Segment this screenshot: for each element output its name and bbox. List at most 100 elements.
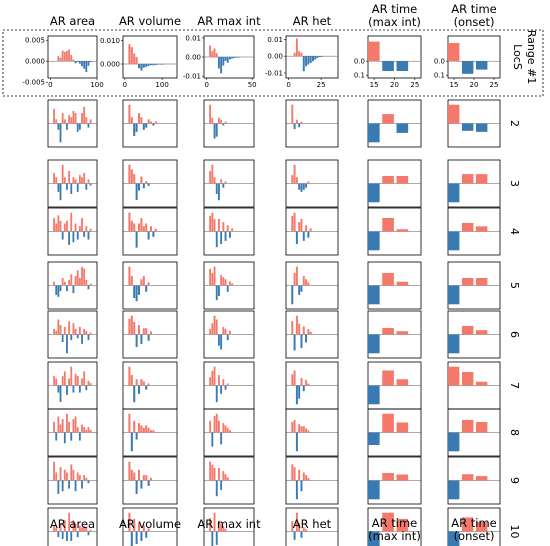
panel-r7-volume-bar-8 [142, 381, 145, 386]
panel-r6-volume-bar-11 [150, 331, 153, 335]
panel-r3-het-bar-9 [307, 181, 310, 184]
panel-r9-maxint-bar-10 [226, 477, 229, 481]
panel-r10-volume-bar-4 [133, 518, 136, 532]
panel-r8-area-bar-14 [78, 432, 81, 441]
panel-r6-area-bar-16 [83, 328, 86, 335]
panel-r9-volume-bar-11 [150, 477, 153, 481]
panel-r8-maxint-bar-3 [211, 432, 214, 447]
panel-r1-time_maxint-ytick-label-2: 0.1 [354, 72, 365, 80]
panel-r9-volume-bar-7 [140, 480, 143, 489]
panel-r10-volume-bar-8 [142, 525, 145, 532]
panel-r1-maxint-bar-8 [222, 57, 225, 66]
panel-r2-maxint-bar-7 [220, 119, 223, 124]
panel-r3-maxint-bar-9 [224, 181, 227, 184]
panel-r3-maxint-bar-7 [220, 179, 223, 184]
panel-r10-area-bar-16 [83, 525, 86, 532]
panel-r1-het-bar-12 [314, 56, 317, 60]
panel-r3-area-bar-15 [81, 177, 83, 184]
panel-r10-maxint-bar-6 [218, 520, 220, 532]
panel-r7-volume-bar-5 [135, 379, 138, 386]
panel-r1-het-ytick-label-2: 0.00 [267, 53, 283, 61]
panel-r8-area-bar-9 [68, 421, 71, 433]
panel-r6-area-bar-10 [70, 334, 73, 341]
panel-r4-het-bar-10 [309, 228, 312, 232]
panel-r10-maxint-bar-5 [215, 531, 218, 545]
panel-r1-het-xtick-label-2: 25 [317, 81, 326, 89]
panel-r9-area-bar-4 [57, 480, 60, 494]
panel-r1-volume-bar-4 [133, 53, 136, 64]
panel-r3-volume-bar-8 [142, 183, 145, 189]
panel-r9-maxint-bar-6 [218, 467, 220, 481]
panel-r3-area-bar-13 [76, 183, 79, 192]
panel-r1-area-bar-16 [83, 61, 86, 69]
panel-r3-area-bar-12 [74, 179, 77, 184]
panel-r8-het-bar-5 [298, 424, 301, 433]
panel-r6-maxint-bar-8 [222, 326, 225, 335]
panel-r4-time_onset-bar-1 [448, 231, 460, 251]
panel-r2-area-bar-7 [63, 119, 66, 124]
panel-r1-het-xtick-label-1: 0 [286, 81, 290, 89]
panel-r6-volume-bar-6 [138, 325, 141, 335]
panel-r5-maxint-bar-8 [222, 277, 225, 286]
panel-r6-area-bar-8 [66, 334, 68, 354]
panel-r10-area-bar-10 [70, 531, 73, 541]
panel-r1-area-ytick-label-3: -0.005 [22, 79, 45, 87]
panel-r1-area-bar-10 [70, 54, 73, 62]
panel-r6-het-bar-9 [307, 329, 310, 335]
x-axis-label-het: AR het [293, 517, 332, 531]
panel-r1-het-bar-15 [321, 56, 324, 57]
panel-r8-maxint-bar-5 [215, 413, 218, 433]
panel-r10-het-bar-3 [293, 531, 296, 540]
panel-r8-area-bar-10 [70, 432, 73, 441]
panel-r4-area-bar-3 [55, 223, 58, 232]
panel-r2-time_onset-bar-2 [462, 123, 474, 131]
panel-r1-volume [122, 35, 178, 79]
panel-r1-volume-bar-7 [140, 64, 143, 71]
panel-r9-area-bar-11 [72, 469, 75, 481]
panel-r5-het-bar-7 [302, 276, 305, 286]
panel-r9-volume-bar-8 [142, 475, 145, 481]
column-title-maxint: AR max int [197, 14, 261, 28]
panel-r1-time_maxint-ytick-label-1: 0.0 [354, 58, 365, 66]
panel-r3-area-bar-3 [55, 177, 58, 184]
panel-r6-maxint-bar-10 [226, 334, 229, 341]
panel-r6-volume-bar-2 [128, 318, 131, 335]
panel-r7-volume-bar-10 [147, 383, 150, 386]
panel-r3-maxint-bar-8 [222, 183, 225, 188]
panel-r4-het-bar-6 [300, 218, 303, 232]
panel-r1-het-bar-6 [300, 52, 303, 57]
panel-r1-maxint-ytick-label-3: -0.01 [183, 73, 201, 81]
panel-r10-area-bar-8 [66, 531, 68, 541]
panel-r9-area-bar-13 [76, 472, 79, 481]
panel-r5-time_maxint-bar-1 [368, 285, 380, 305]
panel-r1-area-bar-13 [76, 61, 79, 63]
panel-r7-area-bar-17 [85, 385, 88, 391]
panel-r5-volume-bar-2 [128, 266, 131, 286]
panel-r1-area-bar-12 [74, 61, 77, 64]
panel-r5-het-bar-3 [293, 272, 296, 286]
panel-r9-het-bar-6 [300, 480, 303, 492]
panel-r1-maxint-bar-14 [235, 57, 238, 58]
panel-r2-het-bar-5 [298, 123, 301, 128]
panel-r10-area-bar-14 [78, 525, 81, 532]
panel-r1-maxint-xtick-label-2: 50 [248, 81, 257, 89]
panel-r5-maxint-bar-9 [224, 279, 227, 286]
panel-r1-volume-bar-12 [152, 64, 155, 66]
panel-r2-maxint-bar-4 [213, 123, 216, 139]
panel-r1-area-bar-19 [89, 61, 92, 63]
panel-r4-area-bar-17 [85, 226, 88, 232]
panel-r4-het-bar-9 [307, 231, 310, 238]
panel-r7-area-bar-6 [61, 376, 64, 386]
panel-r9-volume-bar-6 [138, 469, 141, 481]
panel-r4-het-bar-5 [298, 222, 301, 232]
panel-r10-volume-bar-10 [147, 528, 150, 532]
panel-r4-area-bar-6 [61, 231, 64, 240]
panel-r2-volume-bar-13 [154, 121, 157, 124]
panel-r3-area-bar-5 [59, 183, 62, 201]
panel-r7-area-bar-3 [55, 378, 58, 386]
panel-r6-volume-bar-8 [142, 328, 145, 335]
panel-r10-het-bar-2 [291, 521, 294, 532]
panel-r1-het-bar-13 [316, 56, 319, 58]
row-label-1-line2: Range #1 [525, 30, 538, 85]
